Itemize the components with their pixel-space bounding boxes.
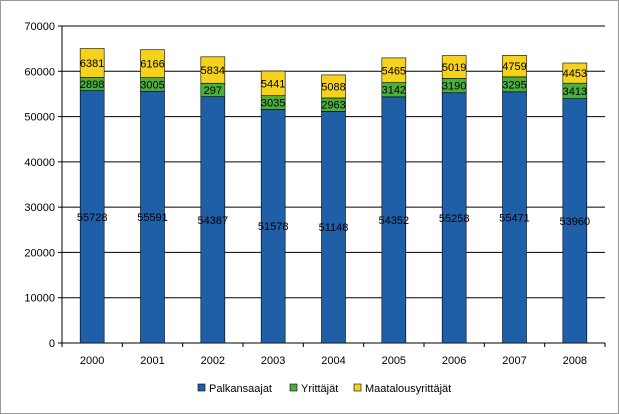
data-label: 51148 bbox=[319, 222, 349, 234]
y-tick-label: 50000 bbox=[24, 112, 55, 124]
data-label: 6381 bbox=[80, 58, 104, 70]
data-label: 54387 bbox=[198, 215, 229, 227]
y-tick-label: 0 bbox=[49, 338, 55, 350]
bar-segment-maatalousyrittäjät bbox=[502, 55, 527, 78]
bar-segment-palkansaajat bbox=[502, 91, 527, 344]
legend-swatch bbox=[289, 383, 298, 392]
y-tick-label: 60000 bbox=[24, 66, 55, 78]
legend-label: Palkansaajat bbox=[209, 383, 272, 395]
bar-segment-palkansaajat bbox=[441, 92, 467, 344]
data-label: 3295 bbox=[502, 79, 526, 91]
x-tick-label: 2003 bbox=[261, 355, 285, 367]
y-tick-label: 70000 bbox=[24, 21, 55, 33]
y-tick-label: 20000 bbox=[24, 247, 55, 259]
bar-segment-maatalousyrittäjät bbox=[200, 56, 226, 84]
bars bbox=[79, 48, 588, 344]
bar-segment-maatalousyrittäjät bbox=[562, 62, 588, 84]
data-label: 55591 bbox=[137, 212, 168, 224]
data-label: 55258 bbox=[439, 213, 470, 225]
data-labels: 55728 2898 6381 55591 3005 6166 54387 297 5834 51… bbox=[77, 58, 590, 234]
x-tick-label: 2004 bbox=[321, 355, 345, 367]
data-label: 2963 bbox=[321, 100, 345, 112]
x-tick-label: 2000 bbox=[80, 355, 104, 367]
data-label: 55728 bbox=[77, 212, 108, 224]
data-label: 3035 bbox=[261, 98, 285, 110]
data-label: 51578 bbox=[258, 221, 289, 233]
bar-segment-maatalousyrittäjät bbox=[79, 48, 105, 78]
axes: 0 10000 20000 30000 40000 50000 60000 70000 2000… bbox=[24, 21, 606, 367]
x-tick-label: 2008 bbox=[563, 355, 587, 367]
data-label: 3190 bbox=[442, 81, 466, 93]
data-label: 6166 bbox=[140, 59, 164, 71]
bar-segment-palkansaajat bbox=[140, 90, 165, 344]
data-label: 5088 bbox=[321, 81, 345, 93]
x-tick-label: 2002 bbox=[201, 355, 225, 367]
data-label: 54352 bbox=[379, 215, 410, 227]
data-label: 5834 bbox=[201, 65, 225, 77]
data-label: 4759 bbox=[502, 61, 526, 73]
data-label: 53960 bbox=[560, 216, 591, 228]
x-tick-label: 2007 bbox=[502, 355, 526, 367]
bar-segment-palkansaajat bbox=[79, 90, 105, 344]
bar-segment-maatalousyrittäjät bbox=[441, 55, 467, 79]
x-tick-label: 2006 bbox=[442, 355, 466, 367]
x-tick-label: 2005 bbox=[382, 355, 406, 367]
y-tick-label: 30000 bbox=[24, 202, 55, 214]
data-label: 3413 bbox=[563, 86, 587, 98]
bar-segment-maatalousyrittäjät bbox=[381, 57, 407, 83]
x-tick-label: 2001 bbox=[140, 355, 164, 367]
bar-segment-maatalousyrittäjät bbox=[140, 49, 165, 78]
bar-segment-palkansaajat bbox=[562, 98, 588, 344]
bar-segment-maatalousyrittäjät bbox=[321, 74, 346, 99]
legend-swatch bbox=[353, 383, 362, 392]
bar-segment-palkansaajat bbox=[260, 109, 286, 344]
legend-swatch bbox=[197, 383, 206, 392]
data-label: 297 bbox=[204, 85, 222, 97]
legend: Palkansaajat Yrittäjät Maatalousyrittäjät bbox=[197, 383, 451, 395]
data-label: 3005 bbox=[140, 79, 164, 91]
data-label: 5465 bbox=[382, 65, 406, 77]
data-label: 2898 bbox=[80, 79, 104, 91]
data-label: 5441 bbox=[261, 78, 285, 90]
data-label: 55471 bbox=[499, 212, 530, 224]
y-tick-label: 40000 bbox=[24, 157, 55, 169]
y-tick-label: 10000 bbox=[24, 293, 55, 305]
bar-segment-maatalousyrittäjät bbox=[260, 70, 286, 96]
legend-label: Yrittäjät bbox=[301, 383, 338, 395]
legend-label: Maatalousyrittäjät bbox=[365, 383, 451, 395]
data-label: 3142 bbox=[382, 85, 406, 97]
data-label: 5019 bbox=[442, 62, 466, 74]
bar-segment-palkansaajat bbox=[200, 96, 226, 344]
data-label: 4453 bbox=[563, 68, 587, 80]
